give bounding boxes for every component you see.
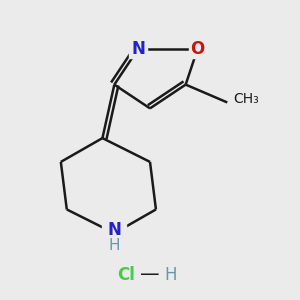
Text: H: H [165,266,177,284]
Text: N: N [107,221,121,239]
Bar [189,40,206,58]
Text: Cl: Cl [117,266,135,284]
Text: CH₃: CH₃ [233,92,259,106]
Text: O: O [190,40,205,58]
Text: H: H [109,238,120,253]
Bar [129,40,147,58]
Bar [102,224,126,242]
Text: N: N [131,40,145,58]
Text: —: — [140,265,160,284]
